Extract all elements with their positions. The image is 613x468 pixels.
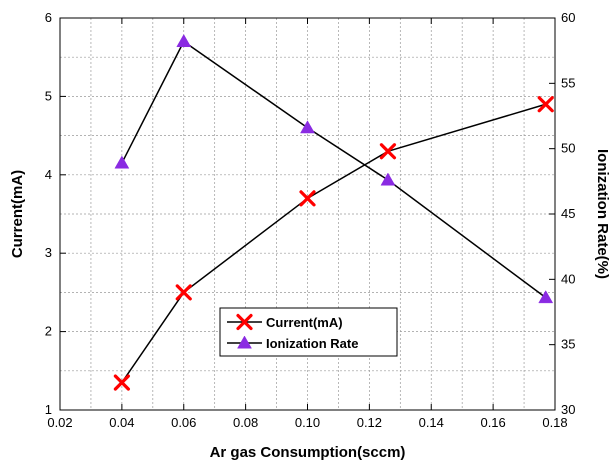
x-tick-label: 0.16 [480, 415, 505, 430]
data-point [300, 120, 315, 134]
y-tick-label: 5 [45, 88, 52, 103]
y2-tick-label: 35 [561, 337, 575, 352]
x-axis-label: Ar gas Consumption(sccm) [210, 444, 406, 461]
y-tick-label: 1 [45, 402, 52, 417]
marker-stroke [236, 313, 253, 331]
data-point [537, 96, 554, 113]
y-axis-label: Current(mA) [9, 170, 26, 258]
legend-item-ionization-rate: Ionization Rate [227, 335, 358, 351]
data-point [175, 284, 192, 301]
series-layer [113, 34, 554, 391]
marker-stroke [113, 374, 130, 391]
y-tick-label: 3 [45, 245, 52, 260]
series-ionization-rate [114, 34, 554, 304]
y-tick-label: 4 [45, 167, 52, 182]
y2-axis-label: Ionization Rate(%) [594, 149, 611, 279]
data-point [113, 374, 130, 391]
x-tick-label: 0.12 [357, 415, 382, 430]
marker-stroke [299, 190, 316, 207]
legend-marker-ionization-rate [237, 335, 252, 349]
legend: Current(mA) Ionization Rate [219, 307, 398, 357]
x-tick-label: 0.06 [171, 415, 196, 430]
x-tick-label: 0.14 [419, 415, 444, 430]
x-tick-label: 0.02 [47, 415, 72, 430]
legend-label-current: Current(mA) [266, 315, 343, 330]
grid [60, 18, 555, 410]
y2-tick-label: 60 [561, 10, 575, 25]
legend-marker-shape [237, 335, 252, 349]
series-line [121, 40, 547, 299]
legend-label-ionization-rate: Ionization Rate [266, 336, 358, 351]
x-tick-label: 0.04 [109, 415, 134, 430]
data-point [379, 143, 397, 160]
marker-stroke [175, 284, 192, 301]
y2-tick-label: 55 [561, 75, 575, 90]
x-tick-label: 0.18 [542, 415, 567, 430]
legend-marker-current [236, 313, 253, 331]
y-tick-label: 6 [45, 10, 52, 25]
marker-stroke [537, 96, 554, 113]
data-point [380, 172, 396, 186]
y-tick-label: 2 [45, 324, 52, 339]
marker-stroke [379, 143, 397, 160]
legend-item-current: Current(mA) [227, 313, 343, 331]
ticks: 0.02 0.04 0.06 0.08 0.10 0.12 0.14 0.16 0.18 1 2 3 4… [45, 10, 576, 430]
x-tick-label: 0.10 [295, 415, 320, 430]
y2-tick-label: 40 [561, 271, 575, 286]
series-current [113, 96, 554, 391]
data-point [176, 34, 192, 48]
y2-tick-label: 50 [561, 141, 575, 156]
x-tick-label: 0.08 [233, 415, 258, 430]
y2-tick-label: 30 [561, 402, 575, 417]
y2-tick-label: 45 [561, 206, 575, 221]
data-point [299, 190, 316, 207]
data-point [114, 155, 130, 169]
legend-marker-shape [236, 313, 253, 331]
data-point [538, 290, 554, 304]
